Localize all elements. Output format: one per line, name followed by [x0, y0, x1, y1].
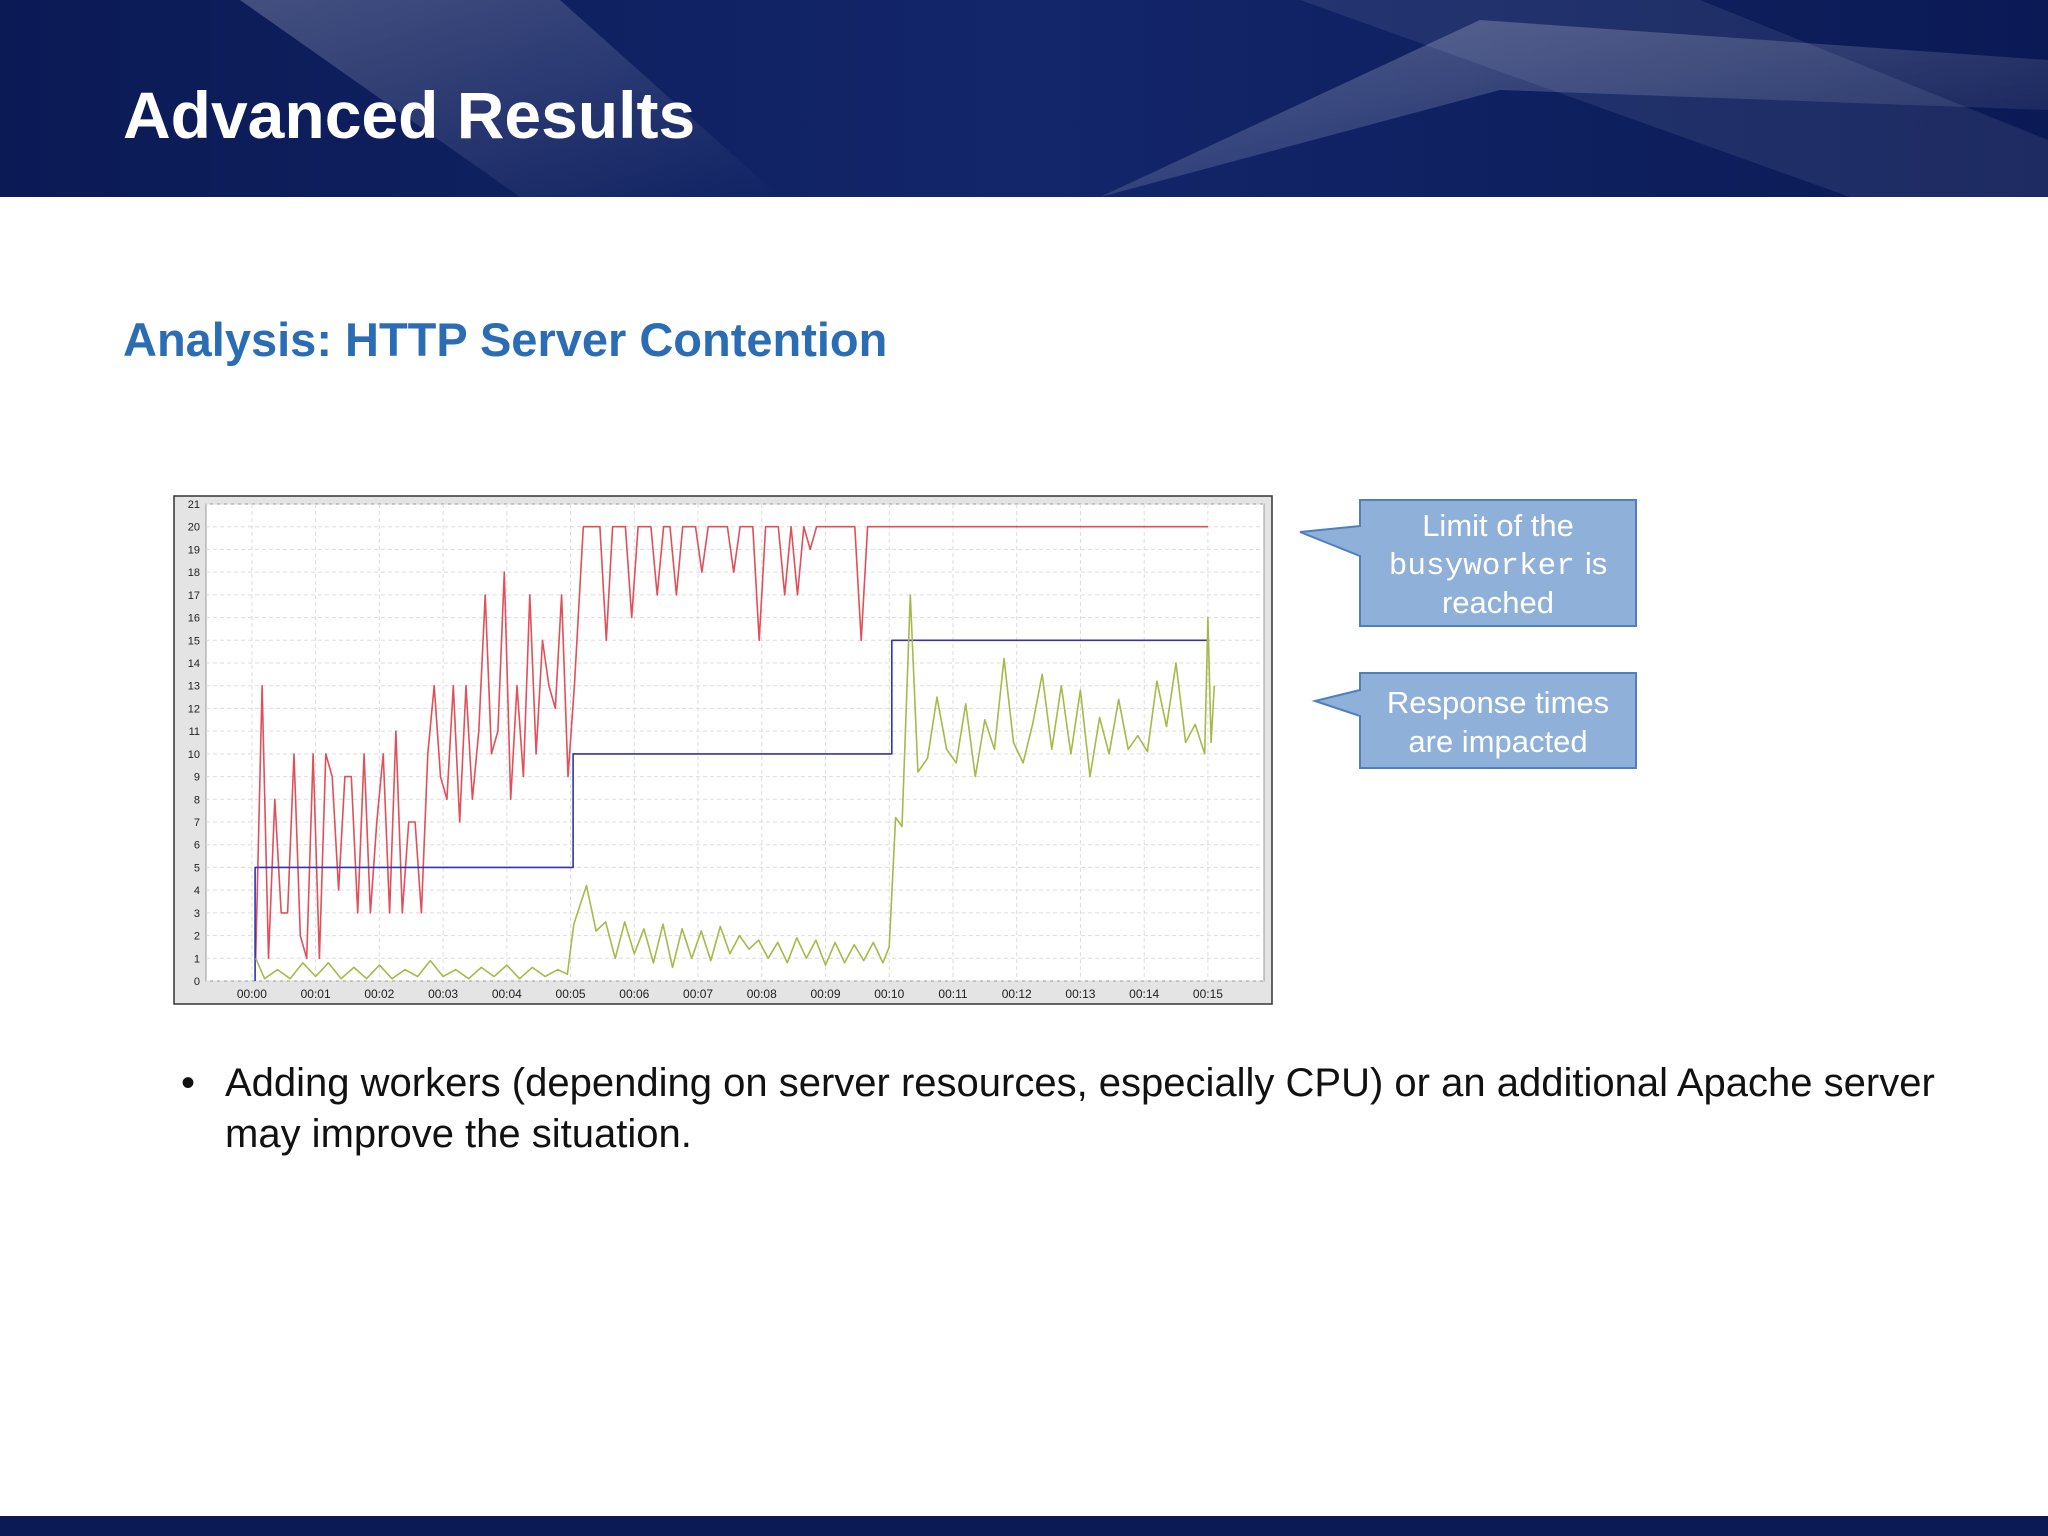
- y-tick-label: 5: [194, 862, 200, 874]
- y-tick-label: 6: [194, 840, 200, 852]
- series-line: [254, 594, 1216, 980]
- header-streak: [1300, 0, 2048, 197]
- y-tick-label: 11: [189, 726, 200, 738]
- callout-box: [1359, 499, 1637, 627]
- header-streak: [240, 0, 780, 197]
- callout-text: are impacted: [1408, 724, 1587, 759]
- x-tick-label: 00:12: [1002, 987, 1032, 1001]
- y-tick-label: 4: [194, 885, 200, 897]
- x-tick-label: 00:10: [874, 987, 904, 1001]
- slide-subtitle: Analysis: HTTP Server Contention: [123, 313, 887, 366]
- x-tick-label: 00:07: [683, 987, 713, 1001]
- x-tick-label: 00:01: [301, 987, 331, 1001]
- series-line: [254, 639, 1210, 981]
- y-tick-label: 2: [194, 931, 200, 943]
- header-streak: [1100, 20, 2048, 197]
- y-tick-label: 0: [194, 976, 200, 988]
- callout-box: [1359, 672, 1637, 769]
- y-tick-label: 3: [194, 908, 200, 920]
- x-tick-label: 00:03: [428, 987, 458, 1001]
- y-tick-label: 20: [188, 522, 200, 534]
- y-tick-label: 8: [194, 794, 200, 806]
- y-tick-label: 16: [188, 613, 200, 625]
- callout-pointer: [1299, 524, 1361, 558]
- callout-text: Response times: [1387, 685, 1609, 720]
- y-tick-label: 12: [188, 703, 200, 715]
- x-tick-label: 00:04: [492, 987, 522, 1001]
- x-tick-label: 00:14: [1129, 987, 1159, 1001]
- callout-text: Limit of the: [1422, 508, 1574, 543]
- x-tick-label: 00:06: [619, 987, 649, 1001]
- callout-text: reached: [1442, 585, 1554, 620]
- x-tick-label: 00:02: [364, 987, 394, 1001]
- x-tick-label: 00:05: [556, 987, 586, 1001]
- callout-text: is: [1585, 546, 1607, 581]
- x-tick-label: 00:13: [1065, 987, 1095, 1001]
- y-tick-label: 15: [188, 635, 200, 647]
- y-tick-label: 21: [188, 499, 200, 511]
- y-tick-label: 19: [188, 544, 200, 556]
- y-tick-label: 18: [188, 567, 200, 579]
- y-tick-label: 14: [188, 658, 200, 670]
- slide-title: Advanced Results: [123, 78, 695, 152]
- series-line: [254, 525, 1208, 960]
- y-tick-label: 9: [194, 772, 200, 784]
- footer-band: [0, 1516, 2048, 1536]
- y-tick-label: 7: [194, 817, 200, 829]
- bullet-dot: •: [181, 1061, 196, 1105]
- x-tick-label: 00:11: [938, 987, 967, 1001]
- y-tick-label: 17: [188, 590, 200, 602]
- x-tick-label: 00:00: [237, 987, 267, 1001]
- x-tick-label: 00:15: [1193, 987, 1223, 1001]
- callout-code: busyworker: [1389, 549, 1575, 584]
- x-tick-label: 00:09: [810, 987, 840, 1001]
- plot-area: [205, 503, 1265, 982]
- y-tick-label: 13: [188, 681, 200, 693]
- y-tick-label: 10: [188, 749, 200, 761]
- x-tick-label: 00:08: [747, 987, 777, 1001]
- callout-pointer: [1311, 688, 1361, 718]
- y-tick-label: 1: [194, 953, 200, 965]
- bullet-text: Adding workers (depending on server reso…: [225, 1061, 1935, 1156]
- callout-text: busyworker is: [1389, 546, 1607, 584]
